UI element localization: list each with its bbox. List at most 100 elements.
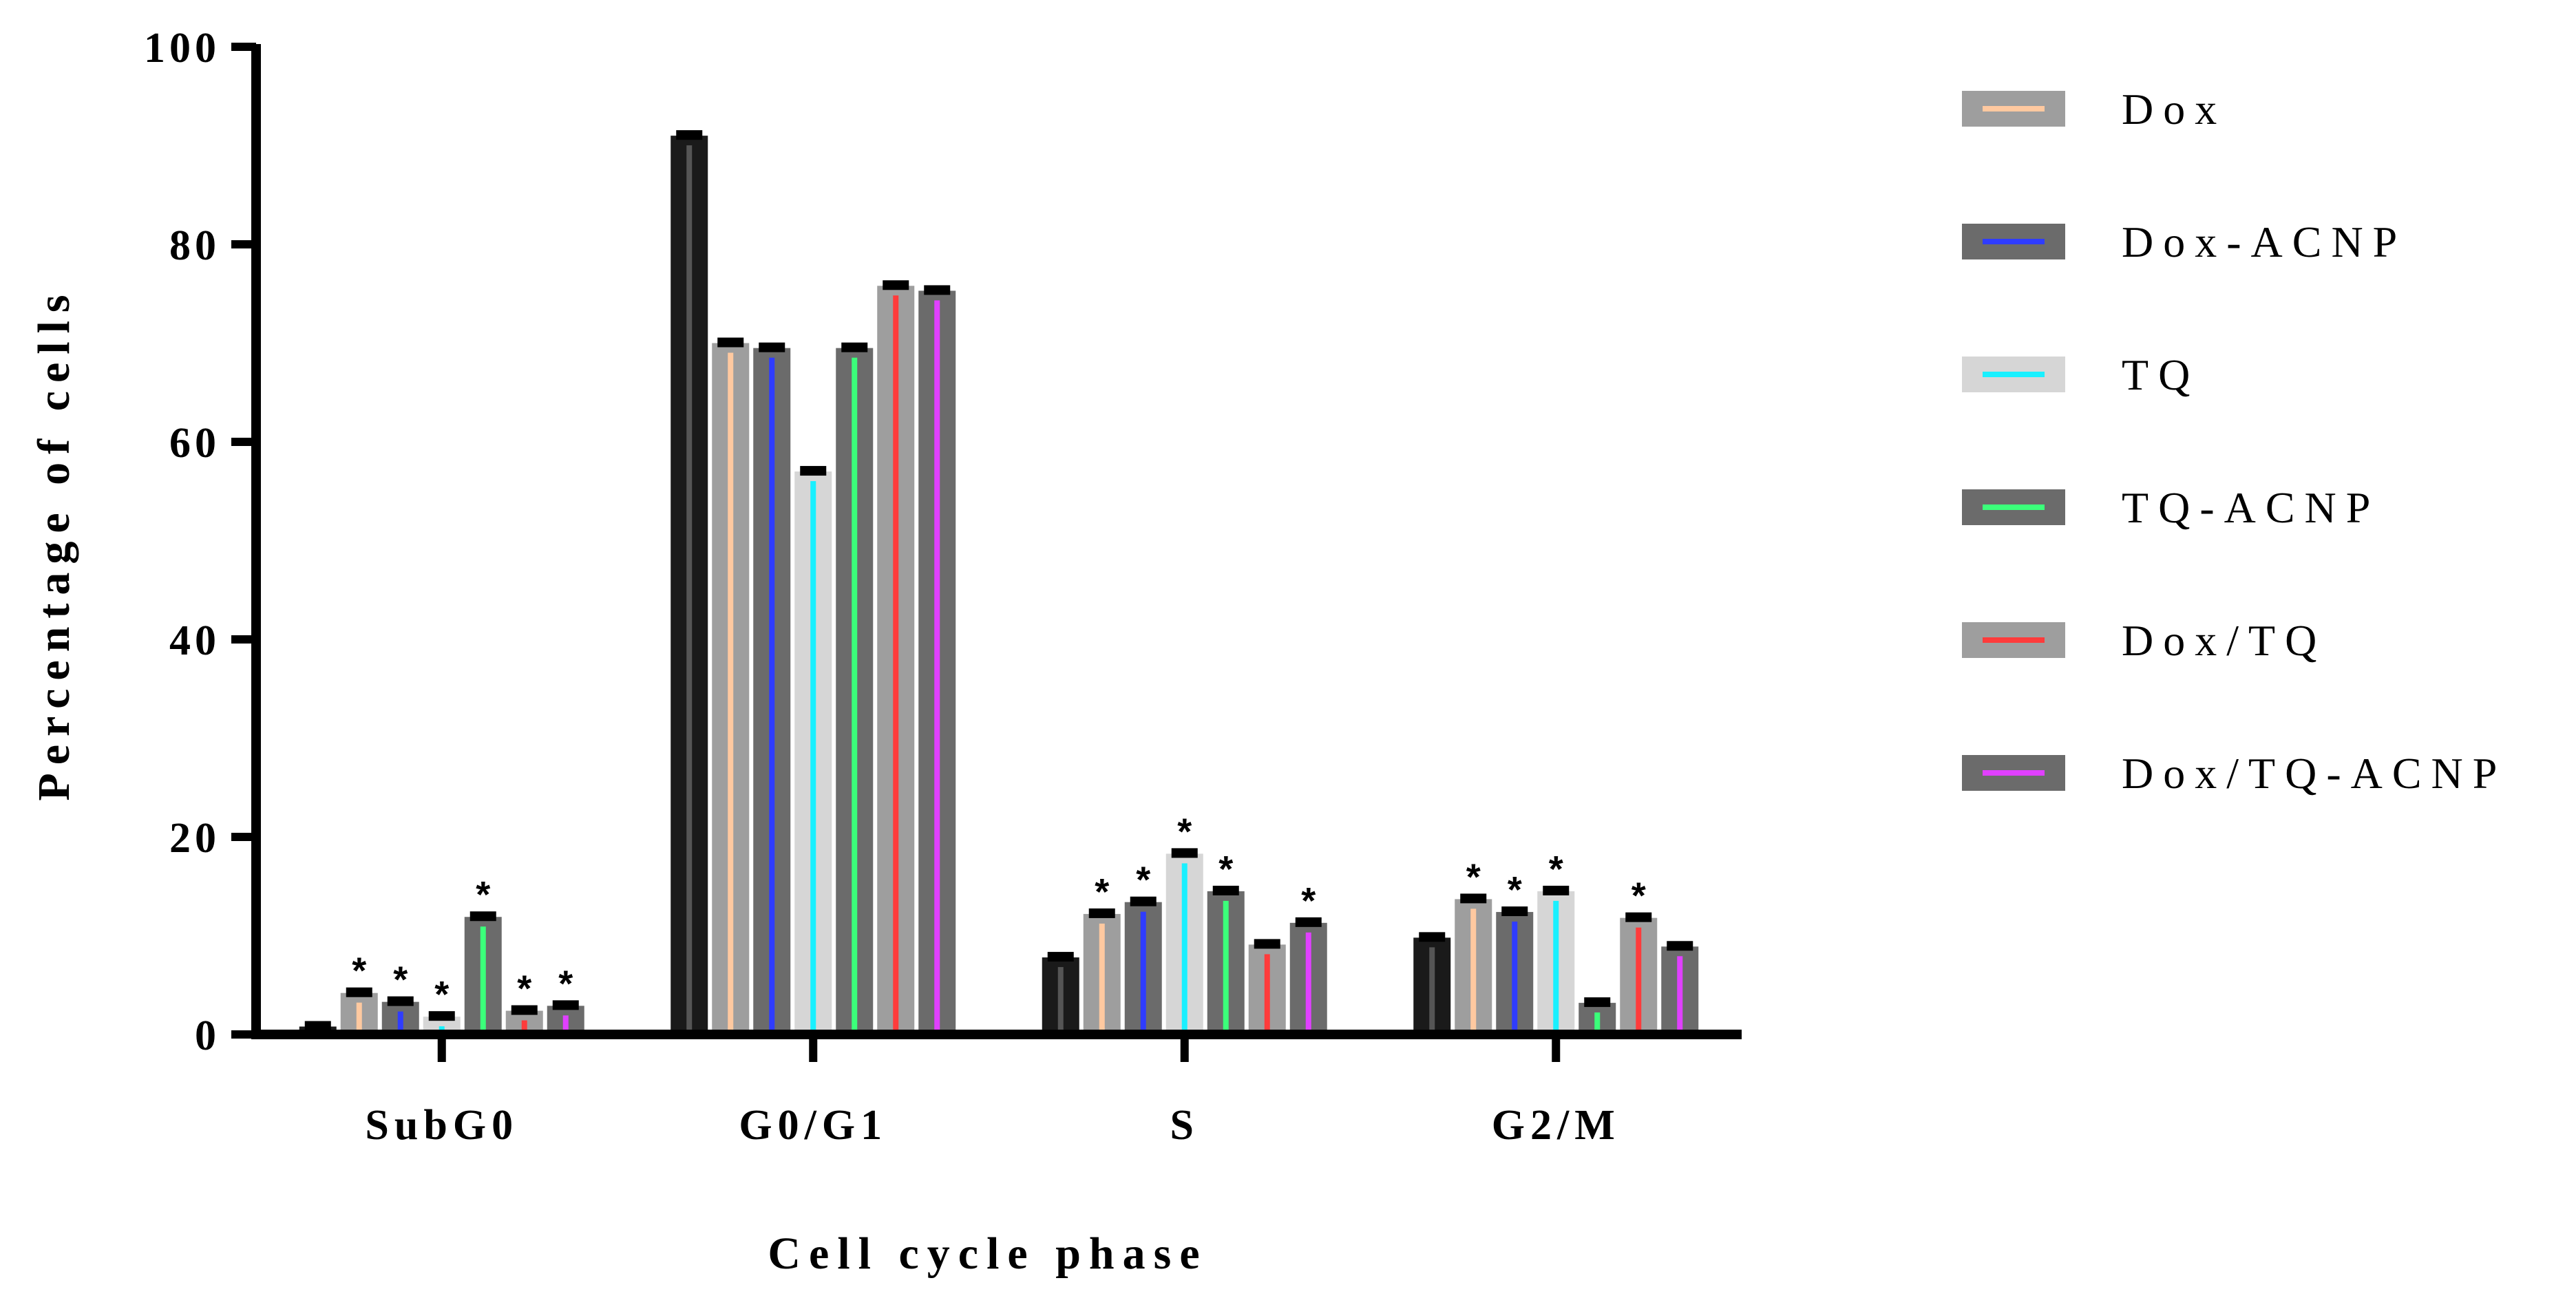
bar-stripe	[1264, 954, 1270, 1034]
bar	[877, 280, 915, 1034]
y-tick-label: 0	[195, 1012, 220, 1059]
bar-stripe	[397, 1011, 403, 1034]
legend-swatch-line	[1983, 504, 2045, 510]
bar	[836, 342, 874, 1034]
error-cap	[759, 342, 785, 352]
bar	[1413, 932, 1451, 1034]
error-cap	[1047, 952, 1074, 962]
bar-stripe	[1181, 863, 1187, 1034]
bar-stripe	[521, 1020, 527, 1034]
bar: *	[547, 963, 584, 1034]
legend-label: Dox/TQ-ACNP	[2122, 749, 2506, 798]
bar-stripe	[1553, 900, 1559, 1034]
bar-stripe	[356, 1002, 362, 1034]
legend-entry: Dox/TQ	[1962, 616, 2326, 665]
error-cap	[924, 285, 951, 295]
bar-stripe	[1594, 1012, 1601, 1034]
error-cap	[841, 342, 868, 352]
error-cap	[1460, 893, 1487, 904]
significance-marker: *	[1136, 860, 1150, 901]
bar-stripe	[1512, 922, 1518, 1034]
x-tick-label: G0/G1	[739, 1102, 887, 1149]
bar-stripe	[934, 300, 940, 1034]
bar-stripe	[1470, 908, 1477, 1034]
bar-stripe	[1057, 967, 1064, 1034]
significance-marker: *	[1632, 875, 1646, 917]
legend-entry: TQ-ACNP	[1962, 483, 2380, 532]
error-cap	[1584, 997, 1611, 1008]
bar	[1579, 997, 1616, 1034]
significance-marker: *	[476, 874, 490, 915]
bar: *	[340, 950, 378, 1034]
y-tick-label: 40	[169, 617, 220, 664]
error-cap	[1501, 906, 1528, 917]
bar-stripe	[1677, 956, 1683, 1034]
error-cap	[1212, 885, 1239, 895]
significance-marker: *	[434, 974, 449, 1015]
error-cap	[1625, 912, 1652, 922]
error-cap	[511, 1005, 538, 1015]
bar: *	[1496, 869, 1534, 1034]
y-axis-title: Percentage of cells	[29, 286, 79, 800]
legend-label: TQ-ACNP	[2122, 483, 2380, 532]
bar: *	[423, 974, 461, 1034]
error-cap	[1667, 941, 1693, 951]
error-cap	[428, 1011, 455, 1021]
bar-stripe	[1305, 932, 1311, 1034]
error-cap	[717, 337, 744, 348]
error-cap	[346, 987, 372, 997]
bar-stripe	[1636, 927, 1642, 1034]
legend-entry: Dox	[1962, 85, 2217, 134]
error-cap	[469, 911, 496, 922]
significance-marker: *	[517, 968, 531, 1010]
error-cap	[1130, 896, 1157, 906]
bar-stripe	[852, 357, 858, 1034]
legend-entry: TQ	[1962, 350, 2199, 399]
y-tick-label: 20	[169, 815, 220, 862]
bar-stripe	[686, 145, 693, 1034]
bar: *	[1455, 856, 1492, 1034]
legend-label: Dox-ACNP	[2122, 217, 2407, 266]
significance-marker: *	[393, 959, 408, 1001]
bar: *	[464, 874, 502, 1034]
bars: * * * * * * * * * * * * * * *	[299, 130, 1699, 1034]
legend-label: TQ	[2122, 350, 2199, 399]
error-cap	[1295, 917, 1322, 927]
legend-swatch-line	[1983, 106, 2045, 111]
x-axis-title: Cell cycle phase	[768, 1229, 1207, 1279]
error-cap	[1171, 848, 1198, 858]
error-cap	[552, 1000, 579, 1010]
bar	[753, 342, 791, 1034]
bar-stripe	[810, 481, 816, 1034]
bar: *	[1124, 860, 1162, 1034]
error-cap	[387, 996, 414, 1006]
y-tick-label: 80	[169, 222, 220, 269]
bar	[918, 285, 956, 1034]
bar: *	[381, 959, 419, 1034]
x-tick-label: S	[1170, 1102, 1199, 1149]
significance-marker: *	[1177, 811, 1192, 852]
bar: *	[505, 968, 543, 1034]
significance-marker: *	[1466, 856, 1481, 897]
bar: *	[1083, 871, 1121, 1034]
bar: *	[1207, 849, 1245, 1034]
bar-stripe	[1429, 947, 1435, 1034]
significance-marker: *	[1549, 849, 1563, 890]
significance-marker: *	[1301, 880, 1316, 922]
bar: *	[1289, 880, 1327, 1034]
bar: *	[1537, 849, 1575, 1034]
legend-label: Dox/TQ	[2122, 616, 2326, 665]
axes: 0 20 40 60 80 100 SubG0 G0/G1 S G2/M	[144, 25, 1742, 1149]
error-cap	[1419, 932, 1446, 942]
bar-stripe	[728, 352, 734, 1034]
error-cap	[304, 1021, 331, 1031]
bar	[794, 466, 832, 1034]
y-tick-label: 60	[169, 420, 220, 467]
legend-swatch-line	[1983, 637, 2045, 643]
bar	[1042, 952, 1079, 1034]
bar-stripe	[1223, 900, 1229, 1034]
bar-stripe	[562, 1015, 569, 1034]
error-cap	[800, 466, 827, 476]
legend-swatch-line	[1983, 239, 2045, 244]
